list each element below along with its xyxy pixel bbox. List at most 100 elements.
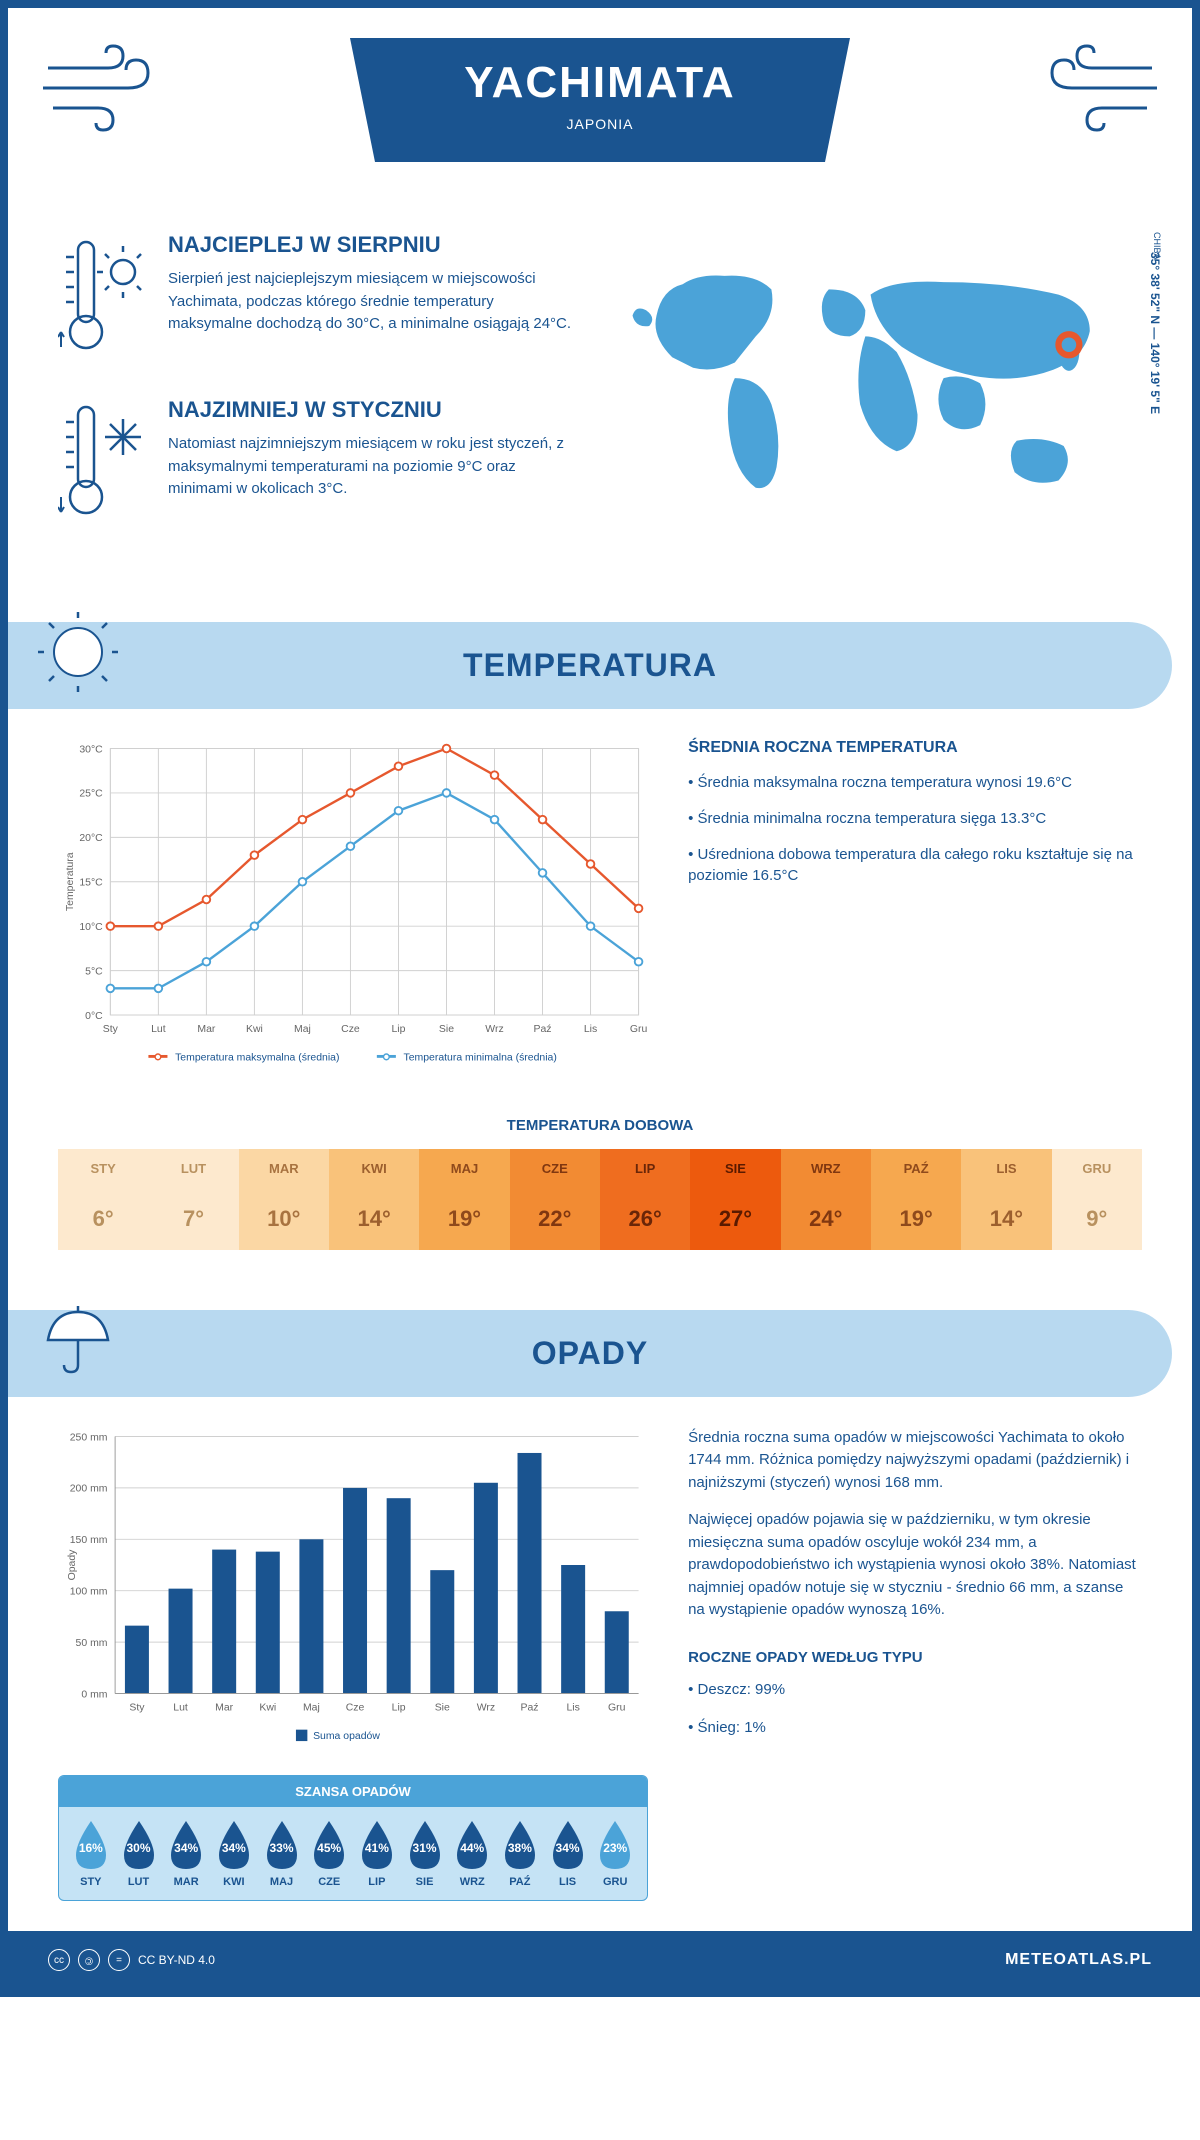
raindrop-icon: 44% (451, 1819, 493, 1871)
daily-temp-value: 6° (58, 1188, 148, 1250)
raindrop-icon: 34% (213, 1819, 255, 1871)
temp-info-item: • Średnia minimalna roczna temperatura s… (688, 808, 1142, 829)
svg-text:Lut: Lut (151, 1024, 166, 1035)
page-subtitle: JAPONIA (450, 116, 750, 132)
svg-text:Lip: Lip (392, 1702, 406, 1713)
daily-temp-value: 10° (239, 1188, 329, 1250)
daily-temp-month: STY (58, 1149, 148, 1188)
cold-heading: NAJZIMNIEJ W STYCZNIU (168, 397, 580, 423)
svg-text:100 mm: 100 mm (70, 1586, 108, 1597)
svg-text:Cze: Cze (341, 1024, 360, 1035)
footer: cc 🄯 = CC BY-ND 4.0 METEOATLAS.PL (8, 1931, 1192, 1989)
daily-temp-month: LIS (961, 1149, 1051, 1188)
daily-temp-section: TEMPERATURA DOBOWA STY 6°LUT 7°MAR 10°KW… (8, 1117, 1192, 1290)
svg-text:Mar: Mar (215, 1702, 234, 1713)
intro-text-column: NAJCIEPLEJ W SIERPNIU Sierpień jest najc… (58, 232, 580, 562)
rain-chance-value: 30% (126, 1841, 150, 1855)
precipitation-section: 0 mm50 mm100 mm150 mm200 mm250 mmStyLutM… (8, 1427, 1192, 1932)
rain-chance-month: LIS (544, 1876, 592, 1888)
precipitation-chart: 0 mm50 mm100 mm150 mm200 mm250 mmStyLutM… (58, 1427, 648, 1902)
rain-chance-cell: 34% LIS (544, 1819, 592, 1888)
daily-temp-value: 27° (690, 1188, 780, 1250)
license-text: CC BY-ND 4.0 (138, 1953, 215, 1967)
rain-chance-month: KWI (210, 1876, 258, 1888)
daily-temp-cell: CZE 22° (510, 1149, 600, 1250)
temp-info-item: • Uśredniona dobowa temperatura dla całe… (688, 844, 1142, 886)
daily-temp-value: 14° (329, 1188, 419, 1250)
temperature-chart: 0°C5°C10°C15°C20°C25°C30°CStyLutMarKwiMa… (58, 739, 648, 1087)
rain-chance-value: 38% (508, 1841, 532, 1855)
rain-chance-cell: 34% MAR (162, 1819, 210, 1888)
sun-icon (38, 612, 118, 692)
rain-chance-month: STY (67, 1876, 115, 1888)
warm-block: NAJCIEPLEJ W SIERPNIU Sierpień jest najc… (58, 232, 580, 367)
svg-text:250 mm: 250 mm (70, 1432, 108, 1443)
svg-text:Lip: Lip (391, 1024, 405, 1035)
svg-text:Kwi: Kwi (259, 1702, 276, 1713)
daily-temp-month: LUT (148, 1149, 238, 1188)
raindrop-icon: 33% (261, 1819, 303, 1871)
daily-temp-month: GRU (1052, 1149, 1142, 1188)
svg-text:Sty: Sty (103, 1024, 119, 1035)
temperature-section: 0°C5°C10°C15°C20°C25°C30°CStyLutMarKwiMa… (8, 739, 1192, 1117)
world-map (620, 232, 1142, 512)
svg-text:0°C: 0°C (85, 1011, 103, 1022)
daily-temp-value: 9° (1052, 1188, 1142, 1250)
svg-text:Kwi: Kwi (246, 1024, 263, 1035)
rain-chance-month: MAJ (258, 1876, 306, 1888)
svg-text:Wrz: Wrz (485, 1024, 503, 1035)
daily-temp-title: TEMPERATURA DOBOWA (58, 1117, 1142, 1134)
rain-chance-value: 31% (413, 1841, 437, 1855)
page-title: YACHIMATA (450, 58, 750, 108)
rain-chance-month: GRU (591, 1876, 639, 1888)
rain-chance-month: LUT (115, 1876, 163, 1888)
rain-chance-value: 33% (270, 1841, 294, 1855)
footer-license: cc 🄯 = CC BY-ND 4.0 (48, 1949, 215, 1971)
svg-text:15°C: 15°C (79, 878, 103, 889)
rain-chance-month: CZE (305, 1876, 353, 1888)
rain-chance-month: LIP (353, 1876, 401, 1888)
svg-text:5°C: 5°C (85, 966, 103, 977)
daily-temp-value: 19° (871, 1188, 961, 1250)
daily-temp-value: 14° (961, 1188, 1051, 1250)
daily-temp-value: 7° (148, 1188, 238, 1250)
svg-text:Temperatura maksymalna (średni: Temperatura maksymalna (średnia) (175, 1053, 339, 1064)
daily-temp-month: PAŹ (871, 1149, 961, 1188)
svg-text:200 mm: 200 mm (70, 1483, 108, 1494)
rain-chance-cell: 45% CZE (305, 1819, 353, 1888)
nd-icon: = (108, 1949, 130, 1971)
rain-chance-cell: 38% PAŹ (496, 1819, 544, 1888)
daily-temp-cell: LIS 14° (961, 1149, 1051, 1250)
warm-heading: NAJCIEPLEJ W SIERPNIU (168, 232, 580, 258)
raindrop-icon: 30% (118, 1819, 160, 1871)
precipitation-banner: OPADY (8, 1310, 1172, 1397)
raindrop-icon: 23% (594, 1819, 636, 1871)
temp-info-heading: ŚREDNIA ROCZNA TEMPERATURA (688, 739, 1142, 757)
svg-text:0 mm: 0 mm (81, 1689, 107, 1700)
svg-text:Cze: Cze (346, 1702, 365, 1713)
svg-text:Sie: Sie (435, 1702, 450, 1713)
svg-text:Maj: Maj (303, 1702, 320, 1713)
daily-temp-cell: LIP 26° (600, 1149, 690, 1250)
precip-type-heading: ROCZNE OPADY WEDŁUG TYPU (688, 1647, 1142, 1670)
rain-chance-cell: 41% LIP (353, 1819, 401, 1888)
svg-text:Gru: Gru (608, 1702, 626, 1713)
svg-text:10°C: 10°C (79, 922, 103, 933)
daily-temp-cell: WRZ 24° (781, 1149, 871, 1250)
daily-temp-month: MAR (239, 1149, 329, 1188)
rain-chance-value: 34% (556, 1841, 580, 1855)
temperature-info: ŚREDNIA ROCZNA TEMPERATURA • Średnia mak… (688, 739, 1142, 1087)
svg-text:Lis: Lis (584, 1024, 597, 1035)
svg-text:Paź: Paź (534, 1024, 552, 1035)
svg-text:Opady: Opady (67, 1548, 78, 1580)
precip-type-item: • Deszcz: 99% (688, 1679, 1142, 1702)
svg-text:Mar: Mar (197, 1024, 216, 1035)
svg-text:20°C: 20°C (79, 833, 103, 844)
rain-chance-row: 16% STY 30% LUT 34% MAR 34% KWI 33% MAJ … (59, 1807, 647, 1900)
raindrop-icon: 45% (308, 1819, 350, 1871)
svg-text:Paź: Paź (521, 1702, 539, 1713)
rain-chance-month: MAR (162, 1876, 210, 1888)
rain-chance-cell: 31% SIE (401, 1819, 449, 1888)
rain-chance-value: 16% (79, 1841, 103, 1855)
rain-chance-title: SZANSA OPADÓW (59, 1776, 647, 1807)
